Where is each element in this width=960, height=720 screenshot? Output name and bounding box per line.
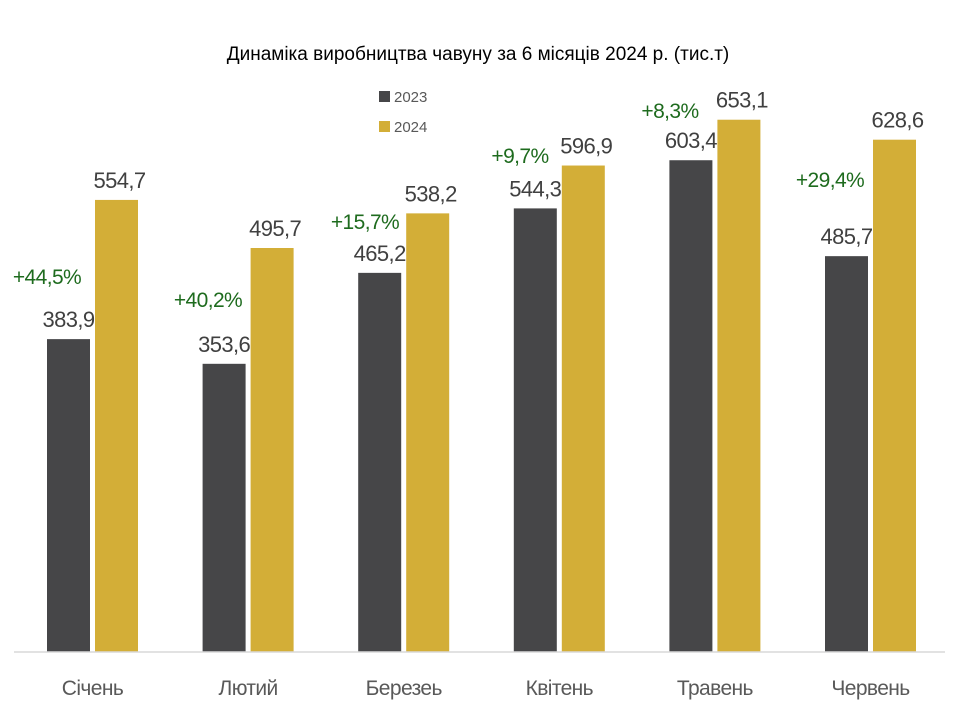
growth-annotation-4: +8,3% — [641, 100, 698, 123]
data-label-2024-3: 596,9 — [560, 134, 612, 159]
data-label-2023-1: 353,6 — [198, 332, 250, 357]
data-label-2024-5: 628,6 — [871, 108, 923, 133]
data-label-2023-0: 383,9 — [42, 307, 94, 332]
bar-2024-3 — [561, 165, 605, 653]
x-tick-label-2: Березеь — [366, 677, 443, 700]
x-tick-label-4: Травень — [677, 677, 754, 700]
bar-2023-5 — [825, 256, 868, 652]
data-label-2024-2: 538,2 — [405, 181, 457, 206]
bar-2024-1 — [250, 248, 294, 652]
bar-2024-4 — [717, 119, 761, 652]
legend-swatch-2023 — [379, 91, 390, 102]
growth-annotation-0: +44,5% — [13, 266, 81, 289]
data-label-2023-5: 485,7 — [820, 224, 872, 249]
legend-label-2024: 2024 — [394, 119, 427, 136]
growth-annotation-5: +29,4% — [796, 169, 864, 192]
chart-title: Динаміка виробництва чавуну за 6 місяців… — [227, 44, 730, 65]
data-label-2023-2: 465,2 — [354, 241, 406, 266]
growth-annotation-1: +40,2% — [174, 289, 242, 312]
x-tick-label-3: Квітень — [526, 677, 594, 700]
x-tick-label-1: Лютий — [219, 677, 278, 700]
legend: 2023 2024 — [379, 89, 427, 136]
bar-2024-2 — [406, 213, 450, 652]
bar-2023-1 — [202, 363, 246, 652]
bar-2023-0 — [47, 339, 90, 652]
bar-2024-0 — [95, 199, 138, 652]
x-tick-label-5: Червень — [831, 677, 910, 700]
bars: 383,9 554,7 Січень +44,5% 353,6 495,7 Лютий +40… — [13, 88, 925, 700]
data-label-2024-4: 653,1 — [716, 88, 768, 113]
legend-label-2023: 2023 — [394, 89, 427, 106]
bar-2024-5 — [873, 139, 916, 653]
data-label-2023-3: 544,3 — [509, 176, 561, 201]
x-tick-label-0: Січень — [62, 677, 124, 700]
data-label-2024-1: 495,7 — [249, 216, 301, 241]
growth-annotation-2: +15,7% — [331, 211, 399, 234]
data-label-2024-0: 554,7 — [93, 168, 145, 193]
legend-swatch-2024 — [379, 121, 390, 132]
data-label-2023-4: 603,4 — [665, 128, 717, 153]
bar-2023-4 — [669, 160, 713, 652]
bar-2023-3 — [513, 208, 557, 652]
growth-annotation-3: +9,7% — [491, 145, 548, 168]
bar-2023-2 — [358, 272, 402, 652]
